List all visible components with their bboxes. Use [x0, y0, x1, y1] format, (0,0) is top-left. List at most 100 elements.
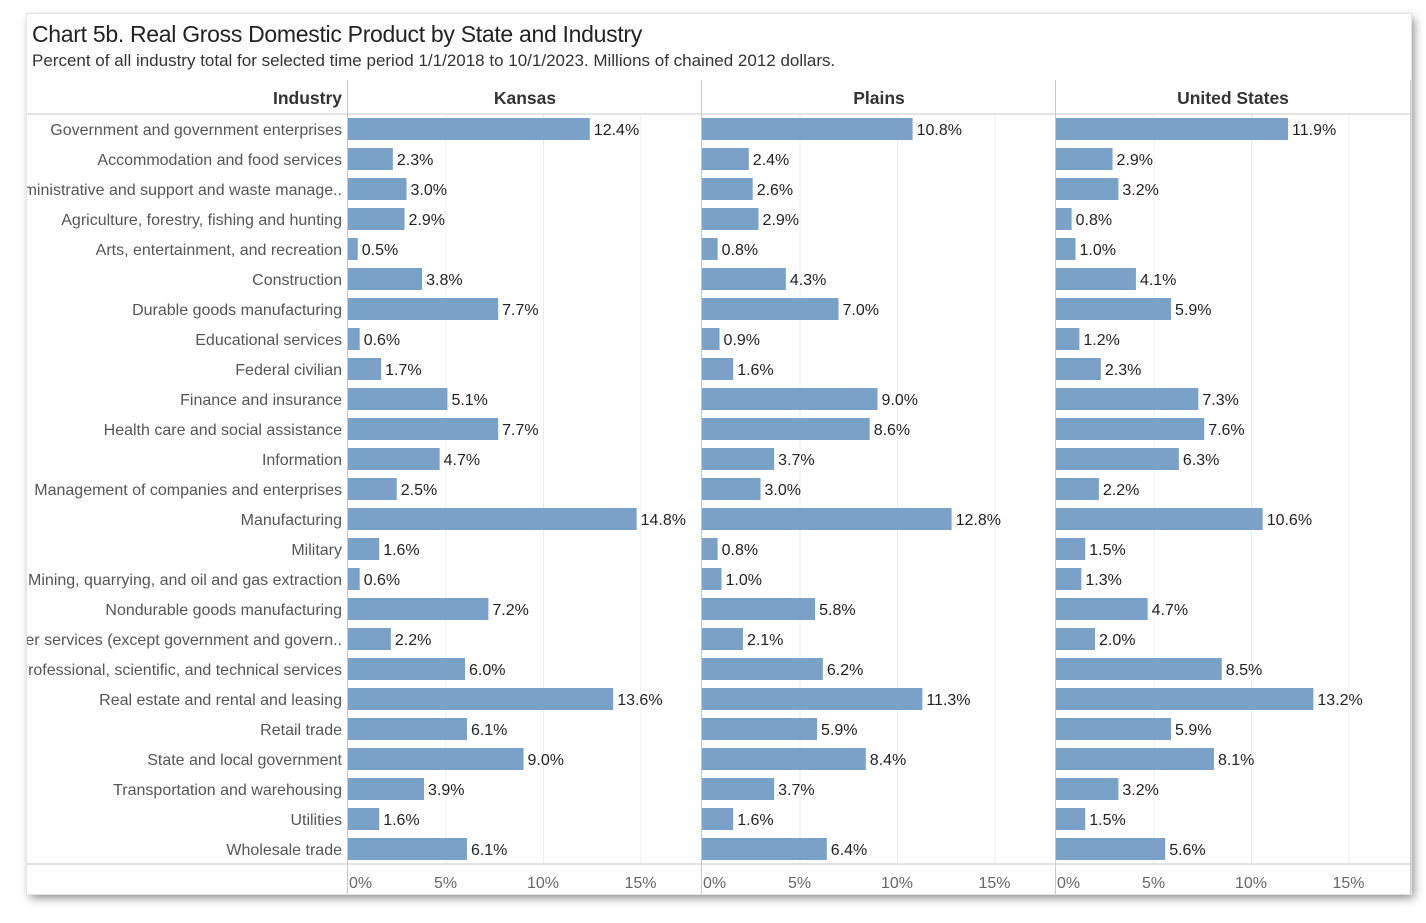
bar-kansas-health-care-and-social-assistance: [348, 418, 499, 440]
bar-kansas-construction: [348, 268, 423, 290]
value-label-united-states-10: 7.6%: [1208, 422, 1244, 439]
value-label-kansas-4: 0.5%: [362, 242, 398, 259]
value-label-kansas-20: 6.1%: [471, 722, 507, 739]
x-tick-label-kansas-3: 15%: [624, 875, 656, 892]
industry-label-retail-trade: Retail trade: [260, 722, 342, 739]
bar-plains-durable-goods-manufacturing: [702, 298, 839, 320]
bar-kansas-finance-and-insurance: [348, 388, 448, 410]
value-label-united-states-18: 8.5%: [1226, 662, 1262, 679]
value-label-kansas-24: 6.1%: [471, 842, 507, 859]
bar-united-states-utilities: [1056, 808, 1086, 830]
industry-label-durable-goods-manufacturing: Durable goods manufacturing: [132, 302, 342, 319]
bar-kansas-utilities: [348, 808, 380, 830]
value-label-kansas-18: 6.0%: [469, 662, 505, 679]
value-label-kansas-14: 1.6%: [383, 542, 419, 559]
bar-kansas-mining-quarrying-and-oil-and-gas-extraction: [348, 568, 360, 590]
bar-plains-information: [702, 448, 775, 470]
row-header-industry: Industry: [273, 88, 342, 108]
bar-united-states-federal-civilian: [1056, 358, 1101, 380]
bar-plains-mining-quarrying-and-oil-and-gas-extraction: [702, 568, 722, 590]
value-label-united-states-17: 2.0%: [1099, 632, 1135, 649]
value-label-plains-10: 8.6%: [874, 422, 910, 439]
value-label-united-states-22: 3.2%: [1122, 782, 1158, 799]
bar-united-states-professional-scientific-and-technical-services: [1056, 658, 1222, 680]
value-label-kansas-10: 7.7%: [502, 422, 538, 439]
bar-united-states-management-of-companies-and-enterprises: [1056, 478, 1099, 500]
value-label-plains-8: 1.6%: [737, 362, 773, 379]
value-label-plains-18: 6.2%: [827, 662, 863, 679]
panel-header-plains: Plains: [853, 88, 905, 108]
bar-united-states-transportation-and-warehousing: [1056, 778, 1119, 800]
bar-plains-other-services-except-government-and-govern: [702, 628, 743, 650]
x-tick-label-kansas-2: 10%: [527, 875, 559, 892]
value-label-plains-16: 5.8%: [819, 602, 855, 619]
value-label-united-states-5: 4.1%: [1140, 272, 1176, 289]
bar-plains-educational-services: [702, 328, 720, 350]
x-tick-label-plains-0: 0%: [703, 875, 726, 892]
value-label-united-states-8: 2.3%: [1105, 362, 1141, 379]
industry-label-federal-civilian: Federal civilian: [235, 362, 342, 379]
value-label-kansas-0: 12.4%: [594, 122, 639, 139]
bar-kansas-manufacturing: [348, 508, 637, 530]
x-tick-label-plains-3: 15%: [978, 875, 1010, 892]
bar-plains-retail-trade: [702, 718, 818, 740]
bar-united-states-construction: [1056, 268, 1136, 290]
industry-label-professional-scientific-and-technical-services: Professional, scientific, and technical …: [27, 662, 342, 679]
value-label-united-states-2: 3.2%: [1122, 182, 1158, 199]
value-label-united-states-12: 2.2%: [1103, 482, 1139, 499]
industry-label-information: Information: [262, 452, 342, 469]
value-label-kansas-3: 2.9%: [409, 212, 445, 229]
value-label-kansas-19: 13.6%: [617, 692, 662, 709]
bar-plains-management-of-companies-and-enterprises: [702, 478, 761, 500]
bar-kansas-other-services-except-government-and-govern: [348, 628, 391, 650]
value-label-united-states-21: 8.1%: [1218, 752, 1254, 769]
industry-label-real-estate-and-rental-and-leasing: Real estate and rental and leasing: [99, 692, 342, 709]
bar-united-states-administrative-and-support-and-waste-manage: [1056, 178, 1119, 200]
value-label-plains-5: 4.3%: [790, 272, 826, 289]
bar-united-states-arts-entertainment-and-recreation: [1056, 238, 1076, 260]
value-label-plains-15: 1.0%: [726, 572, 762, 589]
bar-united-states-nondurable-goods-manufacturing: [1056, 598, 1148, 620]
bar-united-states-other-services-except-government-and-govern: [1056, 628, 1095, 650]
value-label-kansas-6: 7.7%: [502, 302, 538, 319]
panel-header-united-states: United States: [1177, 88, 1289, 108]
industry-label-administrative-and-support-and-waste-manage: Administrative and support and waste man…: [27, 182, 342, 199]
bar-plains-arts-entertainment-and-recreation: [702, 238, 718, 260]
value-label-kansas-17: 2.2%: [395, 632, 431, 649]
bar-plains-government-and-government-enterprises: [702, 118, 913, 140]
value-label-united-states-11: 6.3%: [1183, 452, 1219, 469]
bar-plains-agriculture-forestry-fishing-and-hunting: [702, 208, 759, 230]
bar-united-states-government-and-government-enterprises: [1056, 118, 1289, 140]
bar-plains-construction: [702, 268, 786, 290]
value-label-united-states-6: 5.9%: [1175, 302, 1211, 319]
value-label-kansas-8: 1.7%: [385, 362, 421, 379]
bar-kansas-retail-trade: [348, 718, 467, 740]
value-label-united-states-15: 1.3%: [1085, 572, 1121, 589]
bar-kansas-accommodation-and-food-services: [348, 148, 393, 170]
value-label-united-states-0: 11.9%: [1292, 122, 1336, 139]
bar-kansas-durable-goods-manufacturing: [348, 298, 499, 320]
value-label-kansas-15: 0.6%: [364, 572, 400, 589]
x-tick-label-united-states-0: 0%: [1057, 875, 1080, 892]
bar-kansas-transportation-and-warehousing: [348, 778, 425, 800]
bar-kansas-information: [348, 448, 440, 470]
value-label-united-states-19: 13.2%: [1317, 692, 1362, 709]
value-label-kansas-13: 14.8%: [641, 512, 686, 529]
chart-svg: Government and government enterprises Acc…: [27, 80, 1411, 894]
rules-layer: [27, 80, 1411, 894]
bar-plains-state-and-local-government: [702, 748, 866, 770]
bar-united-states-wholesale-trade: [1056, 838, 1166, 860]
bar-united-states-real-estate-and-rental-and-leasing: [1056, 688, 1314, 710]
value-label-plains-13: 12.8%: [956, 512, 1001, 529]
bar-kansas-professional-scientific-and-technical-services: [348, 658, 465, 680]
industry-label-transportation-and-warehousing: Transportation and warehousing: [113, 782, 342, 799]
bar-united-states-mining-quarrying-and-oil-and-gas-extraction: [1056, 568, 1082, 590]
value-label-kansas-21: 9.0%: [528, 752, 564, 769]
value-label-united-states-16: 4.7%: [1152, 602, 1188, 619]
bar-kansas-management-of-companies-and-enterprises: [348, 478, 397, 500]
industry-label-health-care-and-social-assistance: Health care and social assistance: [104, 422, 342, 439]
industry-label-educational-services: Educational services: [195, 332, 342, 349]
value-label-plains-19: 11.3%: [926, 692, 970, 709]
x-tick-label-plains-2: 10%: [881, 875, 913, 892]
value-label-kansas-11: 4.7%: [444, 452, 480, 469]
